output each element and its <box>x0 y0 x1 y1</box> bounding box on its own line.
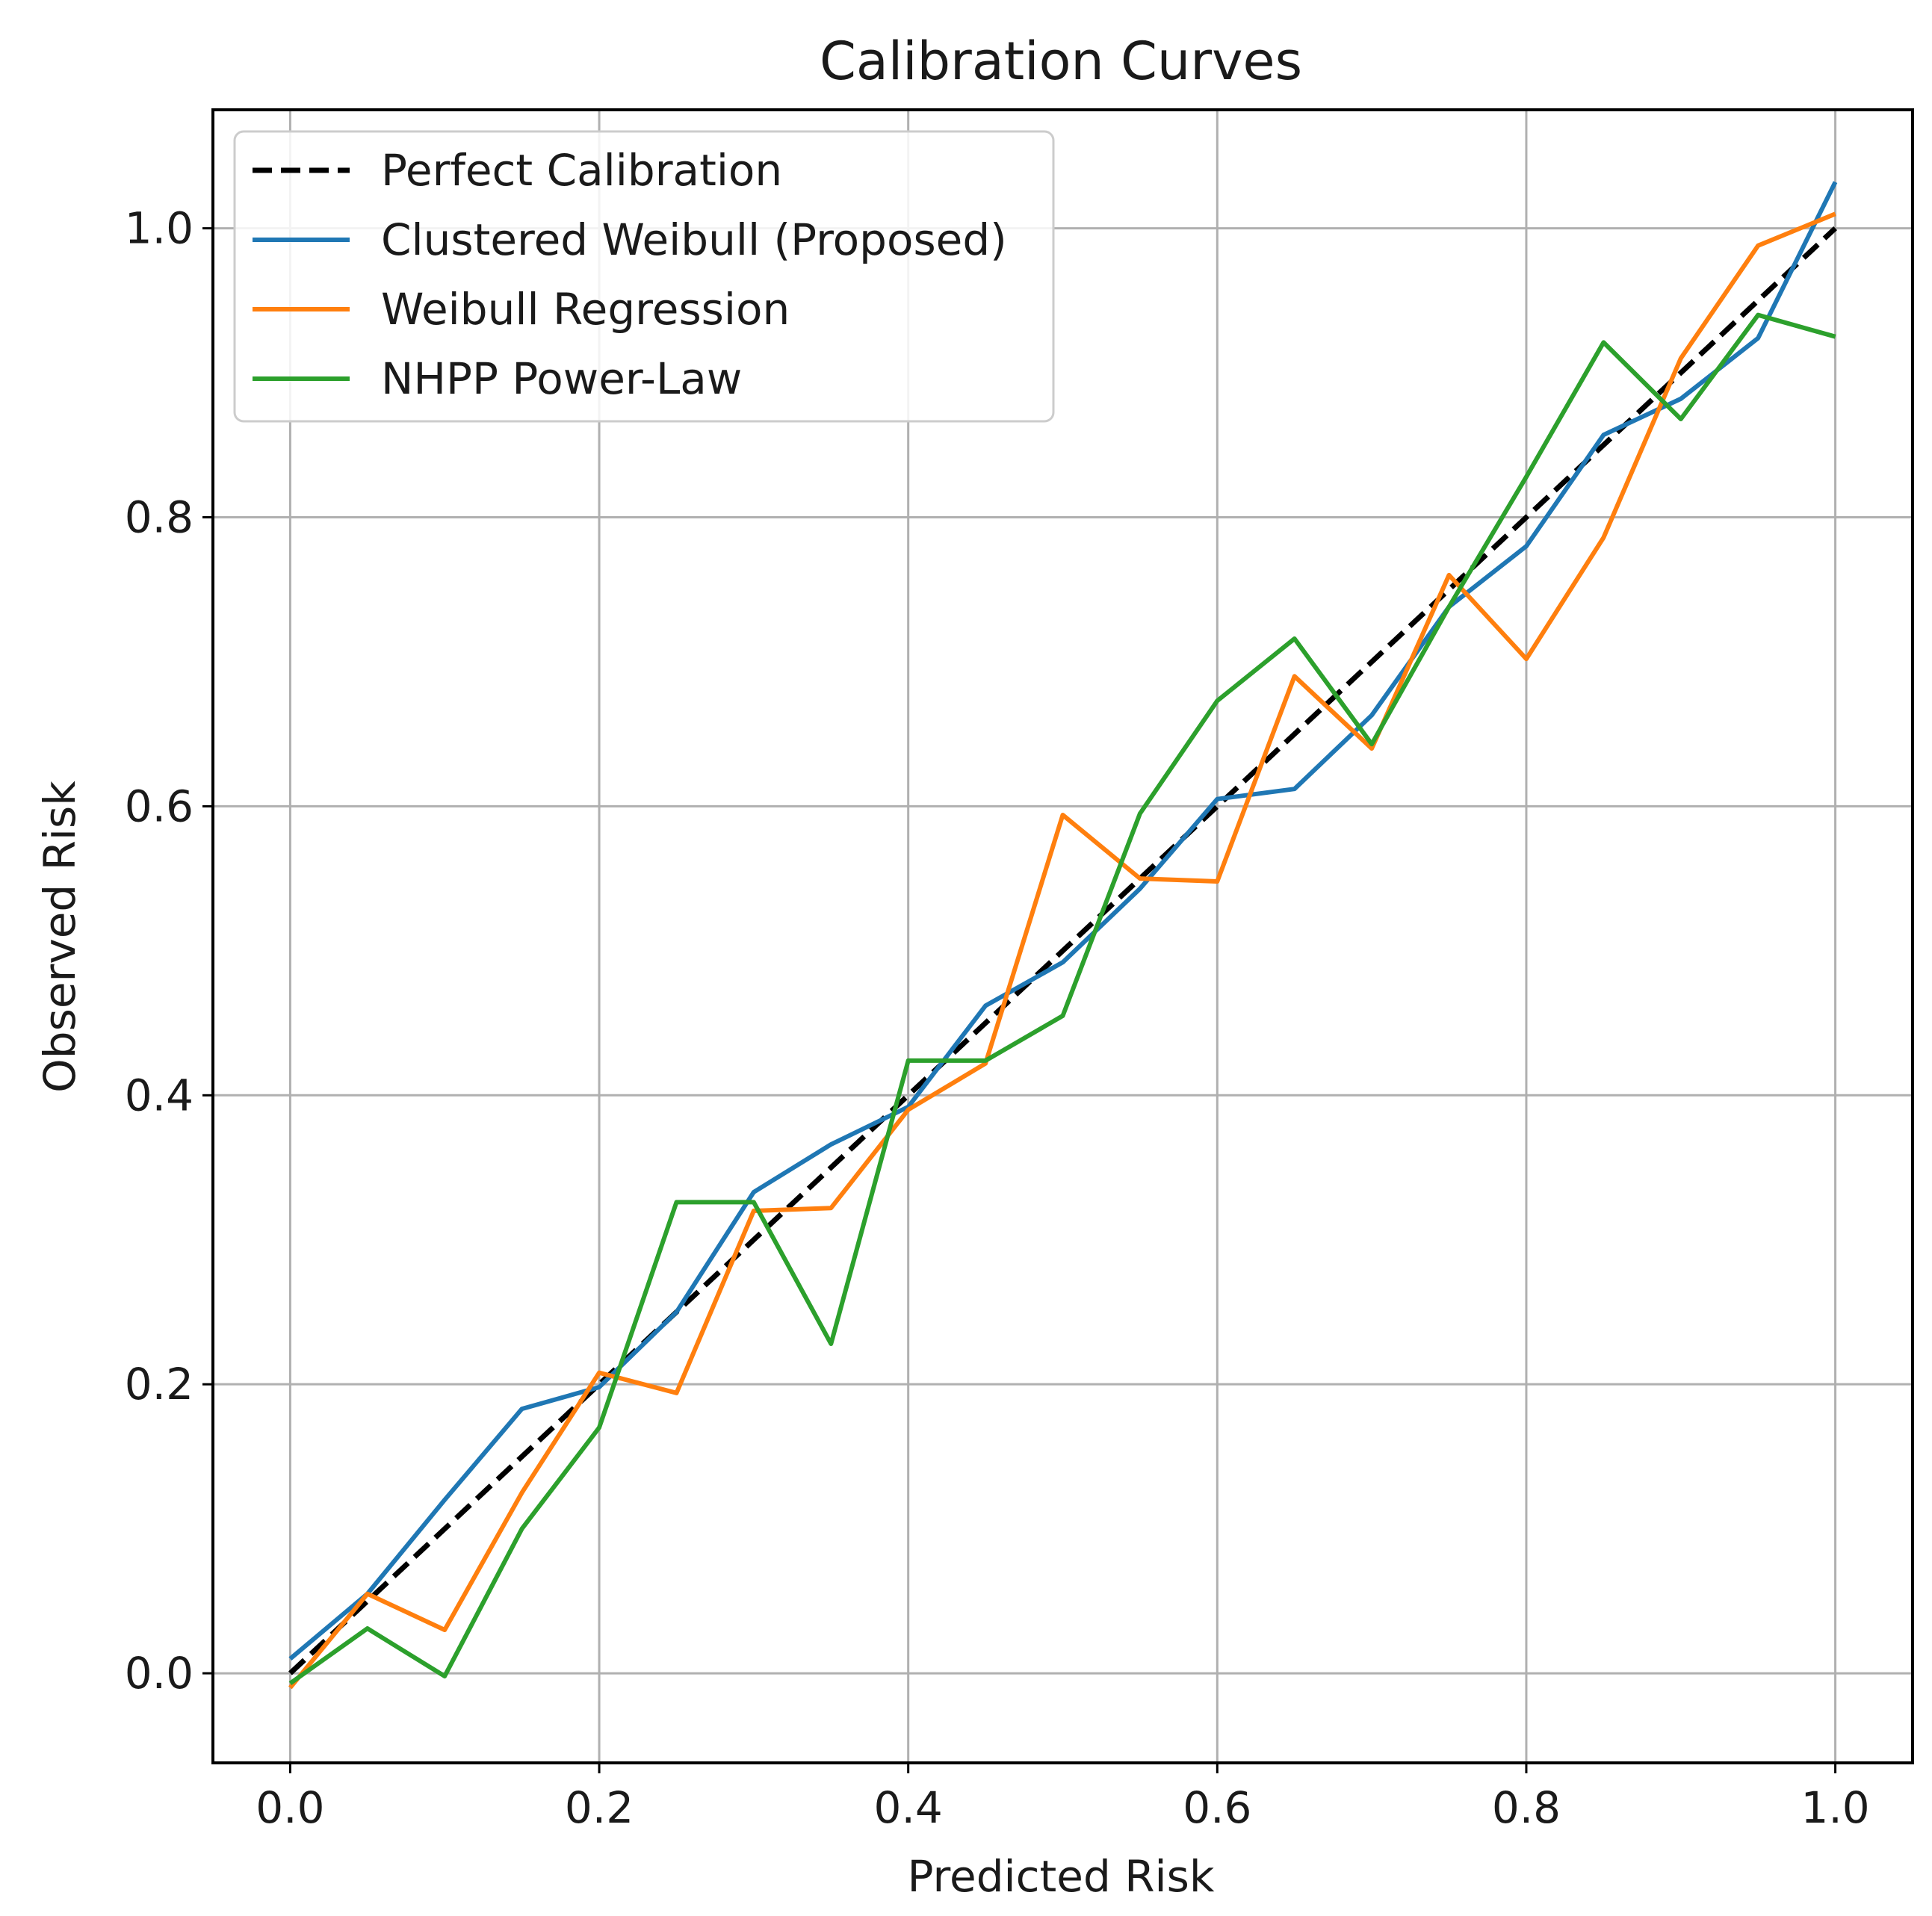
chart-title: Calibration Curves <box>820 31 1302 92</box>
y-tick-label: 1.0 <box>125 203 193 254</box>
y-tick-label: 0.4 <box>125 1070 193 1120</box>
x-tick-label: 0.4 <box>874 1782 943 1833</box>
y-tick-label: 0.8 <box>125 492 193 543</box>
legend-label-perfect-calibration: Perfect Calibration <box>381 145 782 196</box>
series-line-weibull-regression <box>288 211 1836 1690</box>
series-line-nhpp-power-law <box>288 312 1836 1686</box>
legend-box <box>233 130 1055 423</box>
axes-frame <box>211 108 1914 1764</box>
x-tick-label: 0.2 <box>565 1782 634 1833</box>
legend-label-clustered-weibull-proposed: Clustered Weibull (Proposed) <box>381 214 1007 265</box>
series-lines <box>288 181 1838 1690</box>
legend: Perfect Calibration Clustered Weibull (Pr… <box>233 130 1055 423</box>
series-line-clustered-weibull-proposed <box>288 181 1838 1661</box>
legend-label-nhpp-power-law: NHPP Power-Law <box>381 353 742 404</box>
y-tick-label: 0.0 <box>125 1648 193 1699</box>
x-tick-label: 1.0 <box>1801 1782 1869 1833</box>
y-tick-label: 0.2 <box>125 1359 193 1410</box>
x-axis-label: Predicted Risk <box>908 1851 1215 1902</box>
x-tick-label: 0.6 <box>1183 1782 1251 1833</box>
legend-label-weibull-regression: Weibull Regression <box>381 284 790 335</box>
axis-ticks: 0.0 0.2 0.4 0.6 0.8 1.0 0.0 0.2 0.4 0.6 0.8 1.0 <box>125 203 1870 1833</box>
x-tick-label: 0.0 <box>256 1782 324 1833</box>
y-axis-label: Observed Risk <box>34 781 85 1093</box>
x-tick-label: 0.8 <box>1492 1782 1561 1833</box>
y-tick-label: 0.6 <box>125 781 193 831</box>
